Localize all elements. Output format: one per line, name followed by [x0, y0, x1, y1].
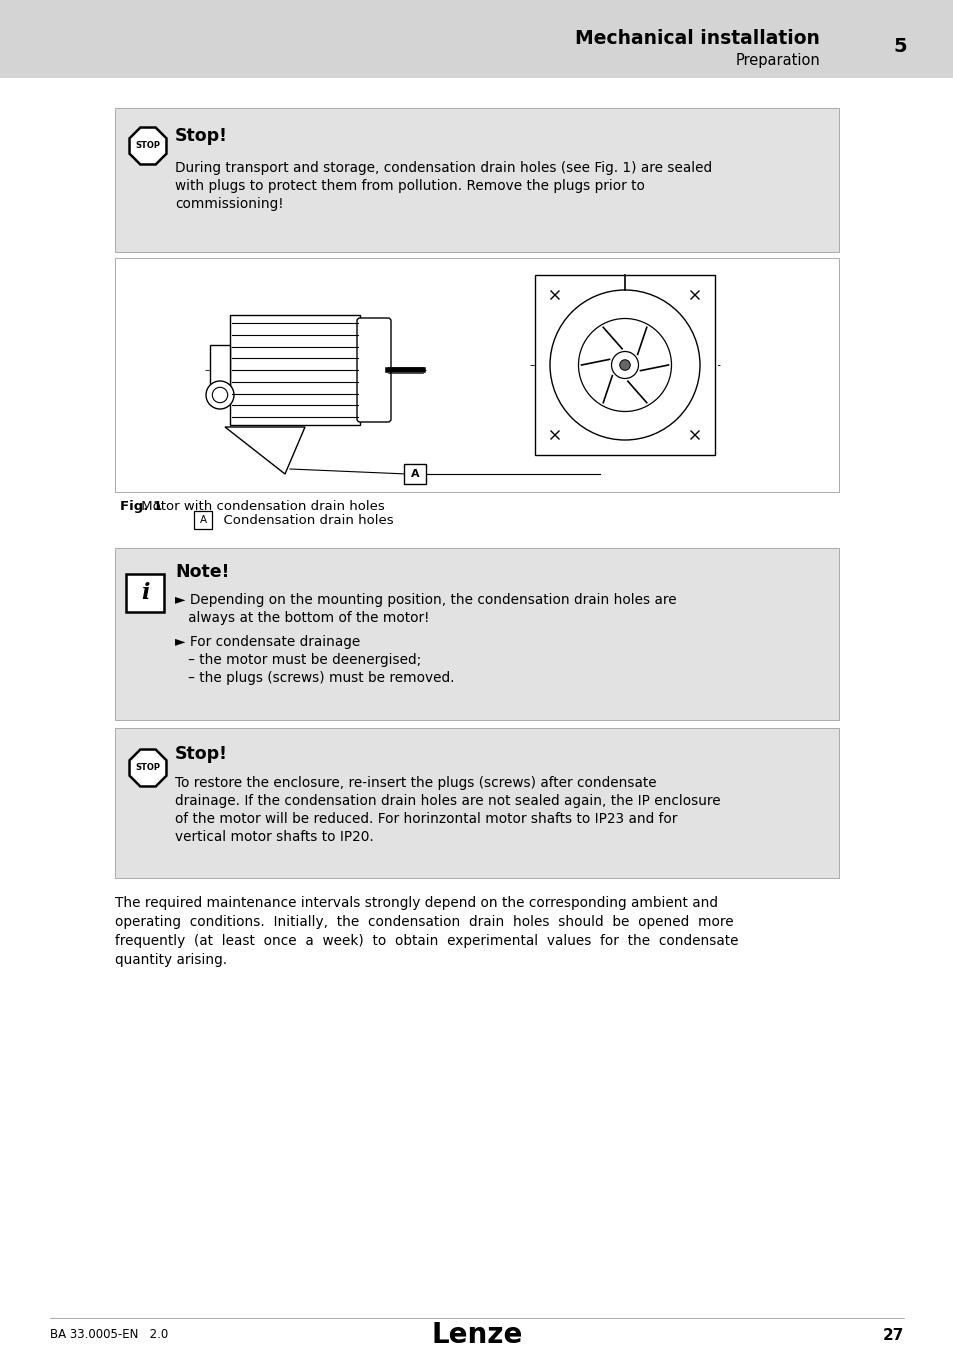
Text: STOP: STOP — [135, 764, 160, 772]
Text: frequently  (at  least  once  a  week)  to  obtain  experimental  values  for  t: frequently (at least once a week) to obt… — [115, 934, 738, 948]
Circle shape — [550, 290, 700, 440]
Text: A: A — [410, 468, 419, 479]
Text: During transport and storage, condensation drain holes (see Fig. 1) are sealed: During transport and storage, condensati… — [174, 161, 711, 176]
Text: To restore the enclosure, re-insert the plugs (screws) after condensate: To restore the enclosure, re-insert the … — [174, 776, 656, 790]
Text: The required maintenance intervals strongly depend on the corresponding ambient : The required maintenance intervals stron… — [115, 896, 718, 910]
Text: Mechanical installation: Mechanical installation — [575, 28, 820, 47]
Text: – the plugs (screws) must be removed.: – the plugs (screws) must be removed. — [174, 671, 454, 684]
Text: Preparation: Preparation — [735, 53, 820, 68]
Text: Lenze: Lenze — [431, 1322, 522, 1349]
Text: i: i — [141, 582, 149, 603]
Text: ► For condensate drainage: ► For condensate drainage — [174, 634, 360, 649]
Polygon shape — [130, 749, 167, 787]
Text: Motor with condensation drain holes: Motor with condensation drain holes — [120, 500, 384, 513]
Text: Fig. 1: Fig. 1 — [120, 500, 162, 513]
Polygon shape — [225, 427, 305, 474]
Circle shape — [206, 381, 233, 409]
Bar — [210, 346, 230, 396]
Circle shape — [578, 319, 671, 412]
FancyBboxPatch shape — [0, 0, 953, 78]
Text: 5: 5 — [892, 38, 906, 57]
Text: – the motor must be deenergised;: – the motor must be deenergised; — [174, 653, 421, 667]
FancyBboxPatch shape — [115, 258, 838, 491]
Text: operating  conditions.  Initially,  the  condensation  drain  holes  should  be : operating conditions. Initially, the con… — [115, 915, 733, 929]
Circle shape — [213, 387, 228, 402]
Text: drainage. If the condensation drain holes are not sealed again, the IP enclosure: drainage. If the condensation drain hole… — [174, 794, 720, 809]
Text: quantity arising.: quantity arising. — [115, 953, 227, 967]
Bar — [535, 275, 714, 455]
FancyBboxPatch shape — [115, 108, 838, 252]
Text: STOP: STOP — [135, 142, 160, 150]
FancyBboxPatch shape — [193, 512, 212, 529]
Text: of the motor will be reduced. For horinzontal motor shafts to IP23 and for: of the motor will be reduced. For horinz… — [174, 811, 677, 826]
Text: always at the bottom of the motor!: always at the bottom of the motor! — [174, 612, 429, 625]
FancyBboxPatch shape — [403, 464, 426, 485]
Text: BA 33.0005-EN   2.0: BA 33.0005-EN 2.0 — [50, 1328, 168, 1342]
Text: with plugs to protect them from pollution. Remove the plugs prior to: with plugs to protect them from pollutio… — [174, 180, 644, 193]
Bar — [230, 315, 359, 425]
Text: A: A — [199, 514, 207, 525]
Text: Stop!: Stop! — [174, 745, 228, 763]
Text: commissioning!: commissioning! — [174, 197, 283, 211]
Text: ► Depending on the mounting position, the condensation drain holes are: ► Depending on the mounting position, th… — [174, 593, 676, 608]
Circle shape — [619, 359, 630, 370]
FancyBboxPatch shape — [115, 728, 838, 878]
FancyBboxPatch shape — [356, 319, 391, 423]
Text: vertical motor shafts to IP20.: vertical motor shafts to IP20. — [174, 830, 374, 844]
Text: 27: 27 — [882, 1327, 903, 1342]
Circle shape — [611, 351, 638, 378]
Polygon shape — [130, 127, 167, 165]
Text: Note!: Note! — [174, 563, 229, 580]
Text: Condensation drain holes: Condensation drain holes — [214, 513, 394, 526]
FancyBboxPatch shape — [115, 548, 838, 720]
Text: Stop!: Stop! — [174, 127, 228, 144]
FancyBboxPatch shape — [126, 574, 164, 612]
